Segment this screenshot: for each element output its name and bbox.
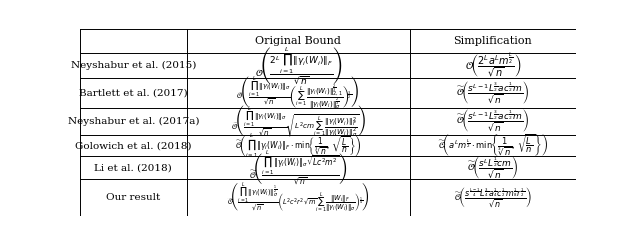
Text: $\mathcal{O}\!\left(\dfrac{2^L a^L m^{\frac{L}{2}}}{\sqrt{n}}\right)$: $\mathcal{O}\!\left(\dfrac{2^L a^L m^{\f… [465, 52, 521, 79]
Text: Original Bound: Original Bound [255, 36, 341, 46]
Text: $\widetilde{\mathcal{O}}\!\left(\dfrac{\prod_{i=1}^L \|\gamma_i(W_i)\|_\sigma \s: $\widetilde{\mathcal{O}}\!\left(\dfrac{\… [249, 149, 348, 187]
Text: $\widetilde{\mathcal{O}}\!\left(a^L m^{\frac{L}{2}} \cdot \min\!\left\{\dfrac{1}: $\widetilde{\mathcal{O}}\!\left(a^L m^{\… [438, 133, 548, 158]
Text: $\widetilde{\mathcal{O}}\!\left(\dfrac{\prod_{i=1}^L \|\gamma_i(W_i)\|_\sigma^{\: $\widetilde{\mathcal{O}}\!\left(\dfrac{\… [227, 181, 370, 215]
Text: $\mathcal{O}\!\left(\dfrac{2^L \prod_{i=1}^L \|\gamma_i(W_i)\|_F}{\sqrt{n}}\righ: $\mathcal{O}\!\left(\dfrac{2^L \prod_{i=… [255, 45, 342, 86]
Text: Neyshabur et al. (2015): Neyshabur et al. (2015) [70, 61, 196, 70]
Text: $\widetilde{\mathcal{O}}\!\left(\prod_{i=1}^L \|\gamma_i(W_i)\|_F \cdot \min\!\l: $\widetilde{\mathcal{O}}\!\left(\prod_{i… [235, 131, 362, 160]
Text: Neyshabur et al. (2017a): Neyshabur et al. (2017a) [68, 117, 199, 126]
Text: Li et al. (2018): Li et al. (2018) [95, 163, 172, 172]
Text: Simplification: Simplification [454, 36, 532, 46]
Text: Bartlett et al. (2017): Bartlett et al. (2017) [79, 88, 188, 97]
Text: Golowich et al. (2018): Golowich et al. (2018) [75, 141, 191, 150]
Text: $\widetilde{\mathcal{O}}\!\left(\dfrac{\prod_{i=1}^L \|\gamma_i(W_i)\|_\sigma}{\: $\widetilde{\mathcal{O}}\!\left(\dfrac{\… [230, 104, 366, 139]
Text: $\widetilde{\mathcal{O}}\!\left(\dfrac{s^{\frac{L-1}{4}} L^{\frac{3}{4}} a^{\fra: $\widetilde{\mathcal{O}}\!\left(\dfrac{s… [454, 186, 532, 209]
Text: $\widetilde{\mathcal{O}}\!\left(\dfrac{\prod_{i=1}^L \|\gamma_i(W_i)\|_\sigma}{\: $\widetilde{\mathcal{O}}\!\left(\dfrac{\… [236, 74, 360, 111]
Text: $\widetilde{\mathcal{O}}\!\left(\dfrac{s^{L-1} L^{\frac{3}{2}} ac^{\frac{1}{2}} : $\widetilde{\mathcal{O}}\!\left(\dfrac{s… [456, 80, 529, 106]
Text: Our result: Our result [106, 193, 161, 202]
Text: $\widetilde{\mathcal{O}}\!\left(\dfrac{s^{L-1} L^{\frac{3}{2}} ac^{\frac{1}{2}} : $\widetilde{\mathcal{O}}\!\left(\dfrac{s… [456, 108, 529, 134]
Text: $\widetilde{\mathcal{O}}\!\left(\dfrac{s^L L^{\frac{1}{2}} cm}{\sqrt{n}}\right)$: $\widetilde{\mathcal{O}}\!\left(\dfrac{s… [467, 155, 519, 181]
